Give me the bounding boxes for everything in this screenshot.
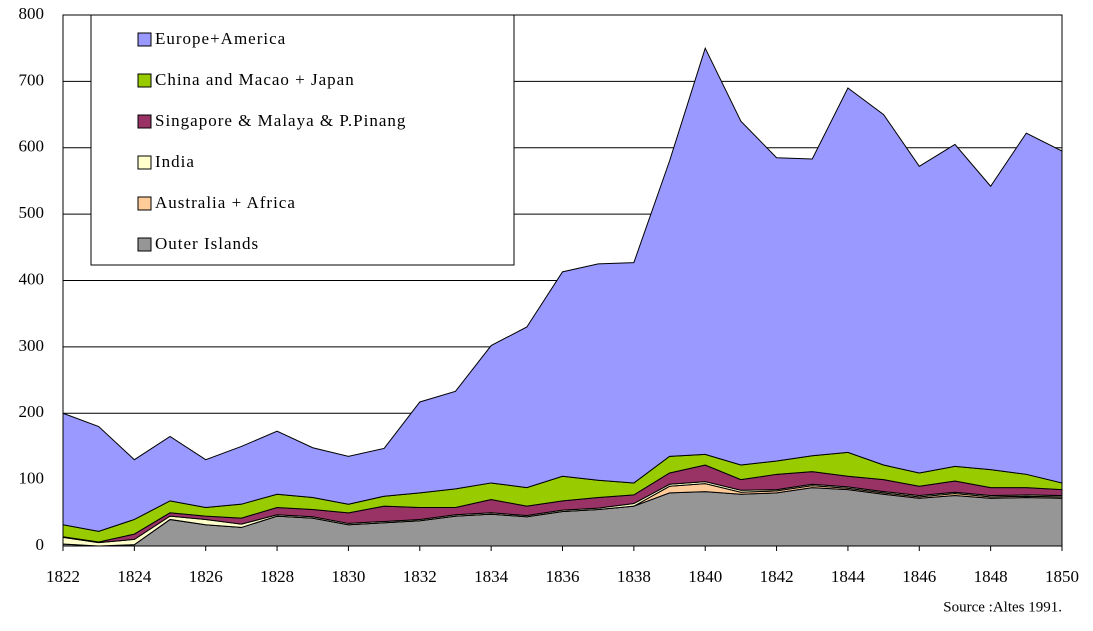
- legend-label: Singapore & Malaya & P.Pinang: [155, 111, 406, 130]
- x-tick-label: 1826: [189, 567, 223, 586]
- y-tick-label: 600: [19, 137, 45, 156]
- x-tick-label: 1850: [1045, 567, 1079, 586]
- x-tick-label: 1828: [260, 567, 294, 586]
- legend-label: Europe+America: [155, 29, 286, 48]
- legend-swatch: [137, 237, 152, 252]
- y-tick-label: 300: [19, 336, 45, 355]
- x-tick-label: 1824: [117, 567, 152, 586]
- x-tick-label: 1842: [760, 567, 794, 586]
- legend-swatch: [137, 155, 152, 170]
- x-tick-label: 1830: [331, 567, 365, 586]
- x-tick-label: 1838: [617, 567, 651, 586]
- source-note: Source :Altes 1991.: [943, 599, 1062, 615]
- plot-border: [62, 14, 1063, 547]
- legend-label: India: [155, 152, 195, 171]
- x-tick-label: 1846: [902, 567, 936, 586]
- x-tick-label: 1832: [403, 567, 437, 586]
- x-tick-label: 1836: [546, 567, 580, 586]
- x-tick-label: 1822: [46, 567, 80, 586]
- x-tick-label: 1848: [974, 567, 1008, 586]
- legend-swatch: [137, 114, 152, 129]
- x-tick-label: 1844: [831, 567, 866, 586]
- y-tick-label: 800: [19, 4, 45, 23]
- y-tick-label: 700: [19, 70, 45, 89]
- y-tick-label: 0: [36, 535, 45, 554]
- legend-label: Outer Islands: [155, 234, 259, 253]
- y-tick-label: 400: [19, 269, 45, 288]
- y-tick-label: 100: [19, 469, 45, 488]
- y-tick-label: 200: [19, 402, 45, 421]
- x-tick-label: 1834: [474, 567, 509, 586]
- x-tick-label: 1840: [688, 567, 722, 586]
- legend-label: China and Macao + Japan: [155, 70, 355, 89]
- legend-swatch: [137, 73, 152, 88]
- legend-box: [90, 14, 515, 266]
- legend-swatch: [137, 32, 152, 47]
- legend-label: Australia + Africa: [155, 193, 296, 212]
- y-tick-label: 500: [19, 203, 45, 222]
- legend-swatch: [137, 196, 152, 211]
